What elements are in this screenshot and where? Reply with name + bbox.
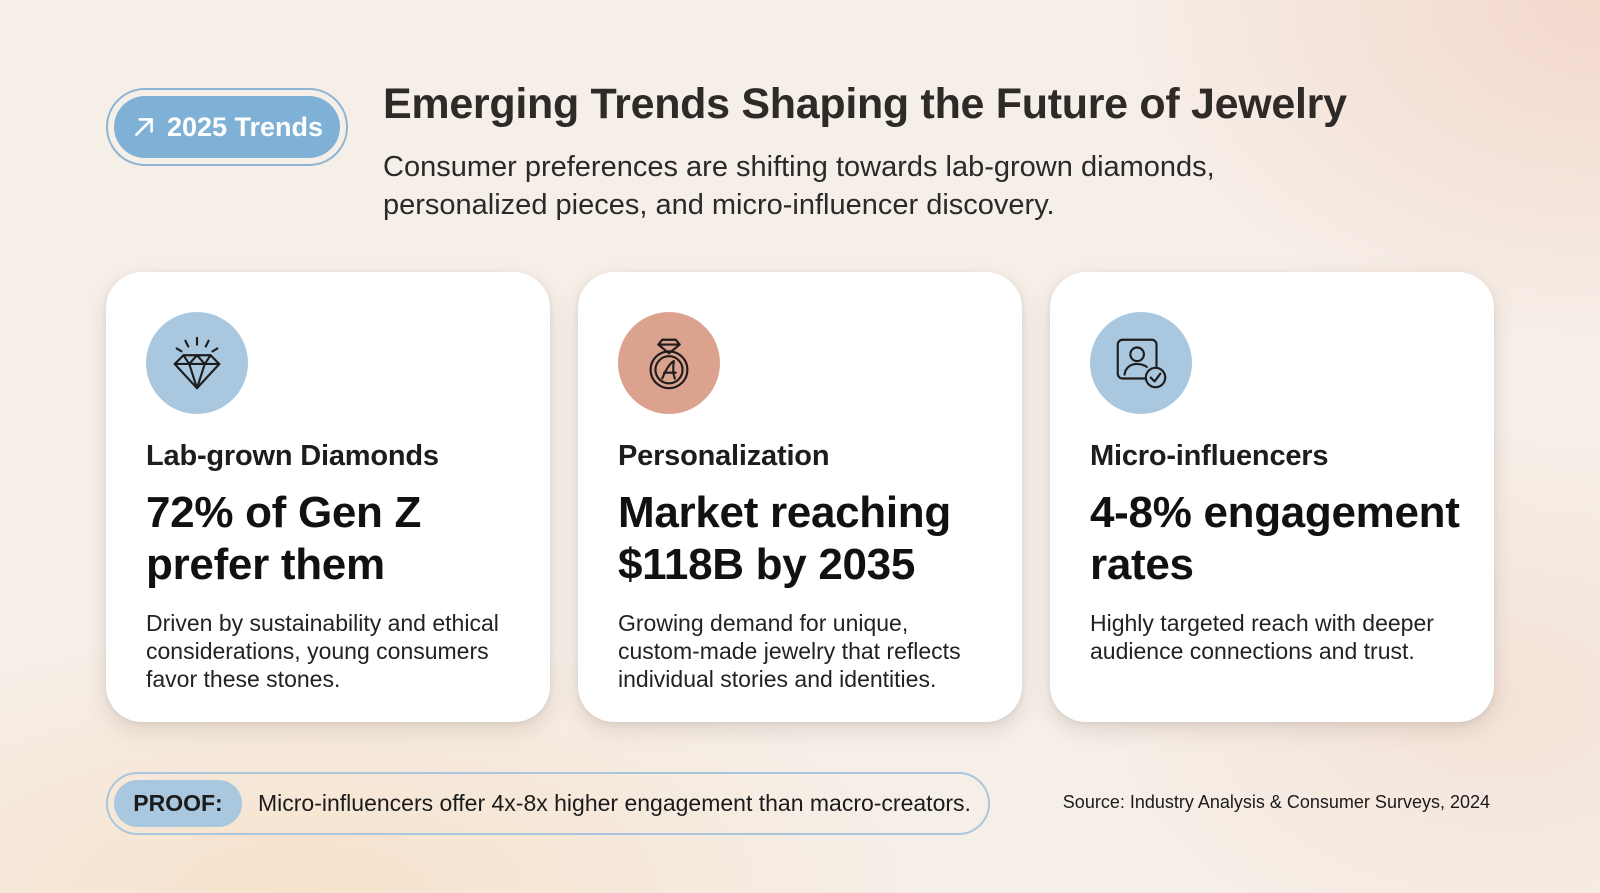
card-label: Personalization [618, 440, 830, 472]
proof-banner: PROOF: Micro-influencers offer 4x-8x hig… [106, 772, 990, 835]
card-stat: 72% of Gen Z prefer them [146, 488, 422, 589]
card-description: Highly targeted reach with deeper audien… [1090, 610, 1434, 664]
card-description: Driven by sustainability and ethical con… [146, 610, 499, 692]
page-subtitle: Consumer preferences are shifting toward… [383, 151, 1215, 221]
card-stat: 4-8% engagement rates [1090, 488, 1460, 589]
trend-arrow-icon [135, 118, 153, 136]
trends-badge: 2025 Trends [106, 88, 348, 166]
trend-card-personalization: Personalization Market reaching $118B by… [578, 272, 1022, 722]
trend-card-lab-grown: Lab-grown Diamonds 72% of Gen Z prefer t… [106, 272, 550, 722]
diamond-icon-badge [146, 312, 248, 414]
verified-profile-icon [1116, 338, 1167, 389]
card-label: Micro-influencers [1090, 440, 1329, 472]
ring-icon-badge [618, 312, 720, 414]
proof-label: PROOF: [114, 780, 242, 827]
trend-card-micro-influencers: Micro-influencers 4-8% engagement rates … [1050, 272, 1494, 722]
diamond-icon [173, 336, 221, 390]
proof-text: Micro-influencers offer 4x-8x higher eng… [258, 790, 971, 816]
source-citation: Source: Industry Analysis & Consumer Sur… [1062, 792, 1490, 812]
trends-badge-pill: 2025 Trends [114, 96, 340, 158]
page-title: Emerging Trends Shaping the Future of Je… [383, 80, 1347, 128]
card-stat: Market reaching $118B by 2035 [618, 488, 951, 589]
card-description: Growing demand for unique, custom-made j… [618, 610, 961, 692]
badge-label: 2025 Trends [166, 111, 324, 142]
profile-icon-badge [1090, 312, 1192, 414]
card-label: Lab-grown Diamonds [146, 440, 439, 472]
monogram-ring-icon [649, 338, 689, 390]
trend-cards: Lab-grown Diamonds 72% of Gen Z prefer t… [106, 272, 1496, 722]
